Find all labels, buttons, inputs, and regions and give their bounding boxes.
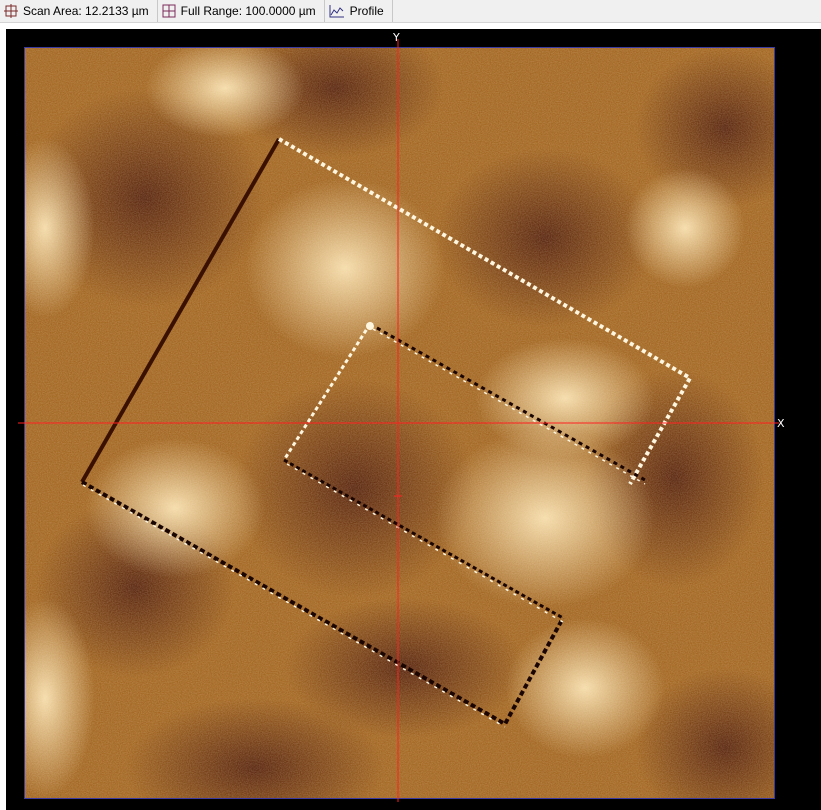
scan-viewer[interactable]: Y X: [6, 29, 821, 810]
scan-area-label: Scan Area: 12.2133 µm: [23, 4, 149, 18]
inner-rectangle-feature: [282, 322, 646, 623]
full-range-button[interactable]: Full Range: 100.0000 µm: [158, 0, 325, 22]
crosshair-overlay[interactable]: [6, 29, 821, 810]
grid-icon: [162, 4, 176, 18]
x-axis-label: X: [777, 417, 785, 430]
full-range-label: Full Range: 100.0000 µm: [180, 4, 316, 18]
toolbar: Scan Area: 12.2133 µm Full Range: 100.00…: [0, 0, 821, 23]
profile-button[interactable]: Profile: [325, 0, 393, 22]
profile-label: Profile: [349, 4, 384, 18]
outer-rectangle-feature: [80, 137, 693, 728]
crosshair-icon: [4, 4, 18, 18]
y-axis-label: Y: [393, 31, 400, 44]
scan-area-button[interactable]: Scan Area: 12.2133 µm: [0, 0, 158, 22]
profile-chart-icon: [329, 5, 344, 18]
